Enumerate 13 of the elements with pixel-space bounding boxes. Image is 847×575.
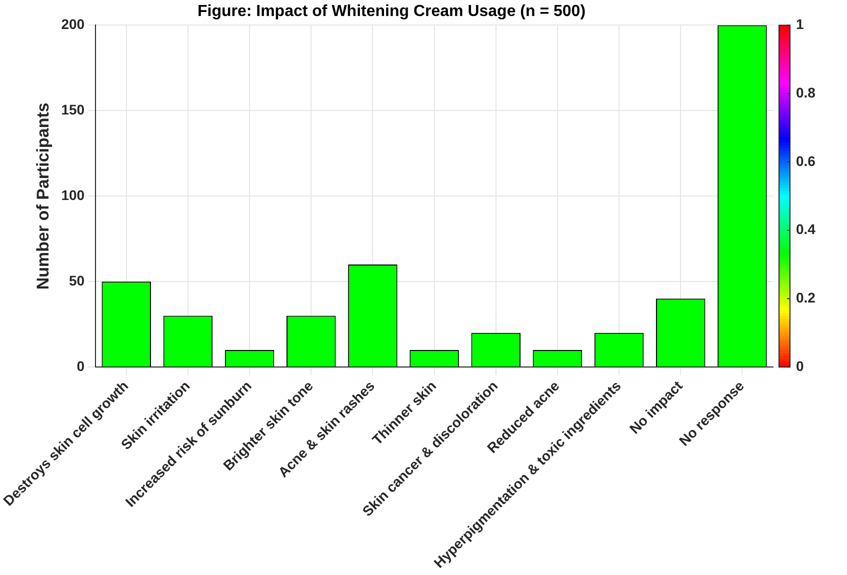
color-bar-label: 0.4 xyxy=(796,221,816,238)
y-axis-title: Number of Participants xyxy=(34,102,53,290)
color-bar-label: 0.2 xyxy=(796,290,816,306)
y-tick-label: 50 xyxy=(69,272,85,288)
color-bar-label: 0.6 xyxy=(796,152,816,169)
chart-title: Figure: Impact of Whitening Cream Usage (n = 500) xyxy=(197,3,586,20)
y-tick-label: 150 xyxy=(61,102,85,118)
color-bar-label: 0.8 xyxy=(796,84,816,100)
y-tick-label: 0 xyxy=(76,358,85,374)
color-bar-label: 1 xyxy=(796,16,804,32)
color-bar-label: 0 xyxy=(796,358,804,374)
y-tick-label: 100 xyxy=(61,186,85,203)
y-tick-label: 200 xyxy=(61,16,85,32)
